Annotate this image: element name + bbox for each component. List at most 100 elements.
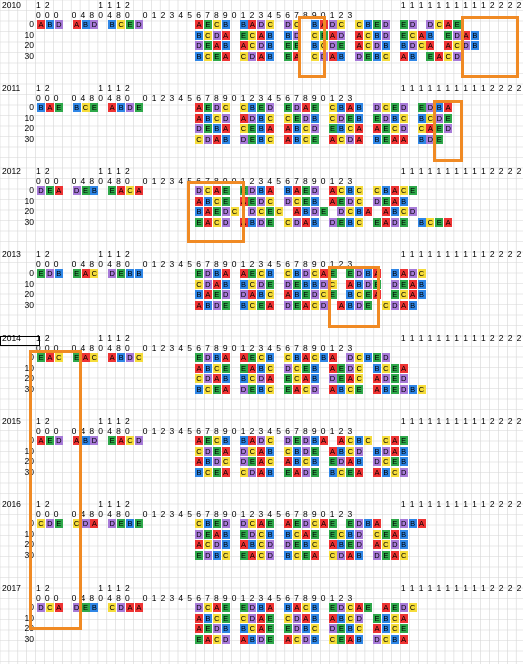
letter-cell[interactable]: B — [355, 279, 364, 289]
letter-cell[interactable]: A — [195, 624, 203, 633]
letter-cell[interactable]: A — [212, 186, 221, 195]
letter-cell[interactable]: D — [399, 103, 408, 112]
letter-cell[interactable]: D — [310, 207, 319, 216]
letter-cell[interactable]: E — [239, 363, 248, 373]
letter-cell[interactable]: C — [364, 30, 373, 40]
letter-cell[interactable]: A — [417, 30, 426, 40]
letter-cell[interactable]: B — [390, 269, 399, 278]
letter-cell[interactable]: A — [346, 457, 355, 466]
letter-cell[interactable]: A — [266, 374, 275, 383]
letter-cell[interactable]: A — [221, 467, 230, 477]
letter-cell[interactable]: B — [301, 207, 310, 216]
letter-cell[interactable]: E — [346, 269, 355, 278]
letter-cell[interactable]: C — [266, 113, 275, 123]
letter-cell[interactable]: A — [319, 436, 328, 445]
letter-cell[interactable]: C — [346, 124, 355, 133]
letter-cell[interactable]: C — [337, 134, 346, 144]
letter-cell[interactable]: C — [355, 363, 364, 373]
letter-cell[interactable]: C — [230, 207, 239, 216]
letter-cell[interactable]: A — [37, 436, 45, 445]
letter-cell[interactable]: D — [355, 51, 364, 61]
letter-cell[interactable]: C — [266, 20, 275, 29]
letter-cell[interactable]: A — [221, 384, 230, 394]
letter-cell[interactable]: C — [212, 436, 221, 445]
letter-cell[interactable]: B — [239, 300, 248, 310]
letter-cell[interactable]: E — [310, 467, 319, 477]
letter-cell[interactable]: B — [399, 540, 408, 549]
letter-cell[interactable]: B — [195, 290, 203, 299]
letter-cell[interactable]: D — [134, 20, 143, 29]
letter-cell[interactable]: C — [364, 41, 373, 50]
letter-cell[interactable]: B — [239, 374, 248, 383]
letter-cell[interactable]: A — [310, 550, 319, 560]
letter-cell[interactable]: D — [301, 519, 310, 528]
letter-cell[interactable]: D — [212, 103, 221, 112]
letter-cell[interactable]: E — [203, 529, 212, 539]
letter-cell[interactable]: C — [81, 103, 90, 112]
letter-cell[interactable]: C — [284, 613, 292, 623]
letter-cell[interactable]: E — [90, 103, 99, 112]
letter-cell[interactable]: C — [126, 186, 134, 195]
letter-cell[interactable]: B — [310, 113, 319, 123]
letter-cell[interactable]: E — [426, 51, 435, 61]
letter-cell[interactable]: D — [37, 186, 45, 195]
letter-cell[interactable]: A — [212, 374, 221, 383]
letter-cell[interactable]: E — [81, 603, 90, 612]
letter-cell[interactable]: A — [301, 529, 310, 539]
letter-cell[interactable]: D — [117, 603, 126, 612]
letter-cell[interactable]: C — [90, 353, 99, 362]
letter-cell[interactable]: E — [373, 279, 381, 289]
letter-cell[interactable]: C — [257, 540, 266, 549]
letter-cell[interactable]: D — [301, 269, 310, 278]
letter-cell[interactable]: A — [134, 603, 143, 612]
letter-cell[interactable]: C — [195, 446, 203, 456]
letter-cell[interactable]: B — [257, 363, 266, 373]
letter-cell[interactable]: B — [310, 374, 319, 383]
letter-cell[interactable]: C — [399, 290, 408, 299]
letter-cell[interactable]: D — [292, 624, 301, 633]
letter-cell[interactable]: C — [212, 217, 221, 227]
letter-cell[interactable]: B — [470, 41, 479, 50]
letter-cell[interactable]: C — [257, 529, 266, 539]
letter-cell[interactable]: A — [373, 540, 381, 549]
letter-cell[interactable]: E — [284, 51, 292, 61]
letter-cell[interactable]: E — [364, 290, 373, 299]
letter-cell[interactable]: E — [284, 41, 292, 50]
letter-cell[interactable]: E — [364, 51, 373, 61]
letter-cell[interactable]: A — [284, 457, 292, 466]
letter-cell[interactable]: A — [408, 279, 417, 289]
letter-cell[interactable]: D — [126, 103, 134, 112]
letter-cell[interactable]: E — [248, 353, 257, 362]
letter-cell[interactable]: B — [221, 624, 230, 633]
letter-cell[interactable]: B — [221, 529, 230, 539]
letter-cell[interactable]: D — [426, 20, 435, 29]
letter-cell[interactable]: E — [337, 41, 346, 50]
letter-cell[interactable]: C — [355, 186, 364, 195]
letter-cell[interactable]: E — [212, 290, 221, 299]
letter-cell[interactable]: A — [134, 186, 143, 195]
letter-cell[interactable]: E — [203, 103, 212, 112]
letter-cell[interactable]: D — [408, 207, 417, 216]
letter-cell[interactable]: A — [117, 436, 126, 445]
letter-cell[interactable]: B — [310, 436, 319, 445]
letter-cell[interactable]: D — [355, 269, 364, 278]
letter-cell[interactable]: C — [355, 353, 364, 362]
letter-cell[interactable]: B — [337, 51, 346, 61]
letter-cell[interactable]: D — [195, 124, 203, 133]
letter-cell[interactable]: E — [292, 41, 301, 50]
letter-cell[interactable]: A — [239, 353, 248, 362]
letter-cell[interactable]: E — [108, 186, 117, 195]
letter-cell[interactable]: B — [310, 279, 319, 289]
letter-cell[interactable]: D — [221, 113, 230, 123]
letter-cell[interactable]: C — [346, 436, 355, 445]
letter-cell[interactable]: D — [81, 519, 90, 528]
letter-cell[interactable]: E — [248, 269, 257, 278]
letter-cell[interactable]: E — [373, 20, 381, 29]
letter-cell[interactable]: D — [257, 279, 266, 289]
letter-cell[interactable]: E — [399, 624, 408, 633]
letter-cell[interactable]: C — [328, 103, 337, 112]
letter-cell[interactable]: A — [212, 134, 221, 144]
letter-cell[interactable]: E — [266, 207, 275, 216]
letter-cell[interactable]: C — [435, 20, 444, 29]
letter-cell[interactable]: C — [72, 519, 81, 528]
